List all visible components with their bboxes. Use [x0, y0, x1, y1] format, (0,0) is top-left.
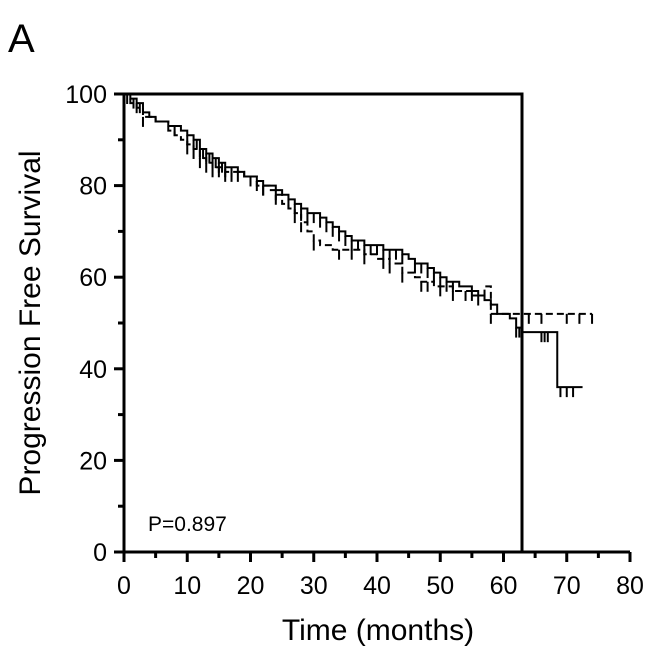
y-tick-label: 40	[79, 356, 107, 384]
x-tick-label: 70	[553, 572, 581, 600]
y-tick-label: 0	[93, 539, 107, 567]
y-tick-label: 60	[79, 264, 107, 292]
y-axis: 0 20 40 60 80 100	[65, 81, 124, 567]
x-tick-label: 80	[616, 572, 644, 600]
censor-marks	[126, 94, 594, 398]
p-value-annotation: P=0.897	[148, 513, 227, 536]
solid-survival-curve	[124, 93, 583, 389]
y-tick-label: 100	[65, 81, 107, 109]
plot-frame	[122, 92, 524, 554]
y-axis-title: Progression Free Survival	[14, 150, 47, 495]
x-tick-label: 30	[300, 572, 328, 600]
dashed-survival-curve	[124, 93, 593, 315]
x-tick-label: 40	[363, 572, 391, 600]
x-tick-label: 50	[426, 572, 454, 600]
plot-area	[122, 92, 594, 554]
survival-curves	[124, 93, 593, 389]
panel-label: A	[8, 17, 35, 61]
x-tick-label: 20	[237, 572, 265, 600]
y-tick-label: 80	[79, 173, 107, 201]
x-axis: 0 10 20 30 40 50 60 70 80	[117, 550, 644, 600]
y-tick-label: 20	[79, 447, 107, 475]
x-tick-label: 0	[117, 572, 131, 600]
x-axis-title: Time (months)	[282, 614, 474, 647]
x-tick-label: 10	[173, 572, 201, 600]
x-tick-label: 60	[490, 572, 518, 600]
